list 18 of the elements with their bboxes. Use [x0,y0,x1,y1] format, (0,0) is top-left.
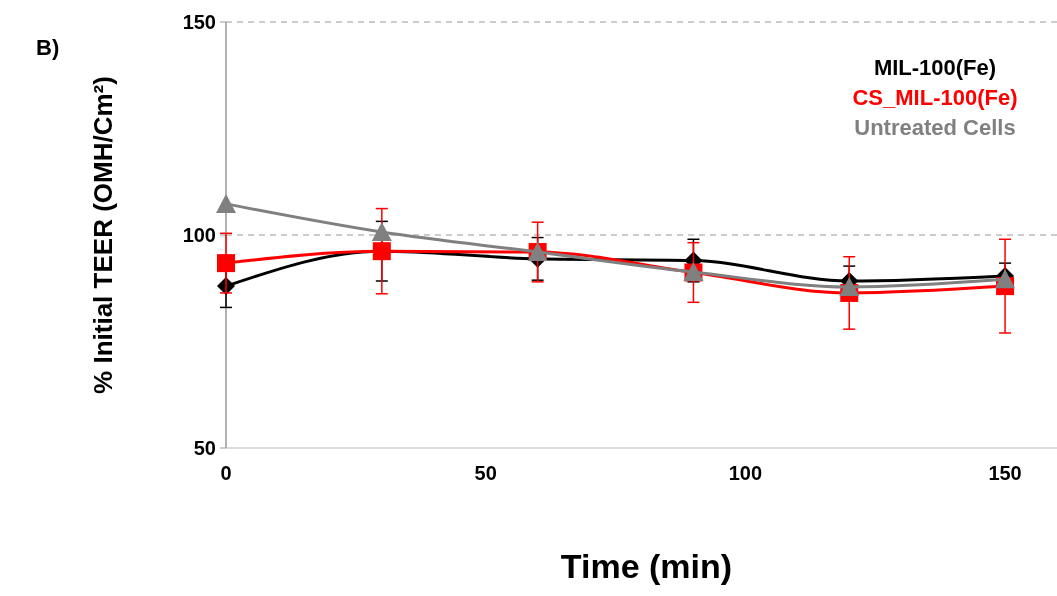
point [995,269,1016,289]
x-tick-label: 100 [728,462,763,484]
text: CS_MIL-100(Fe) [852,85,1018,110]
point [217,254,235,273]
point [371,222,392,242]
x-tick-label: 0 [220,462,232,484]
y-tick-label: 50 [193,437,216,459]
x-tick-label: 150 [988,462,1022,484]
x-axis-title: Time (min) [560,547,733,585]
point [839,276,860,296]
y-axis-title: % Initial TEER (OMH/Cm²) [88,76,118,394]
point [216,193,236,213]
y-tick-label: 100 [182,224,216,246]
x-tick-label: 50 [474,462,497,484]
y-tick-label: 150 [182,11,216,33]
text: Untreated Cells [854,115,1016,140]
text: B) [36,35,60,60]
text: MIL-100(Fe) [873,55,997,80]
